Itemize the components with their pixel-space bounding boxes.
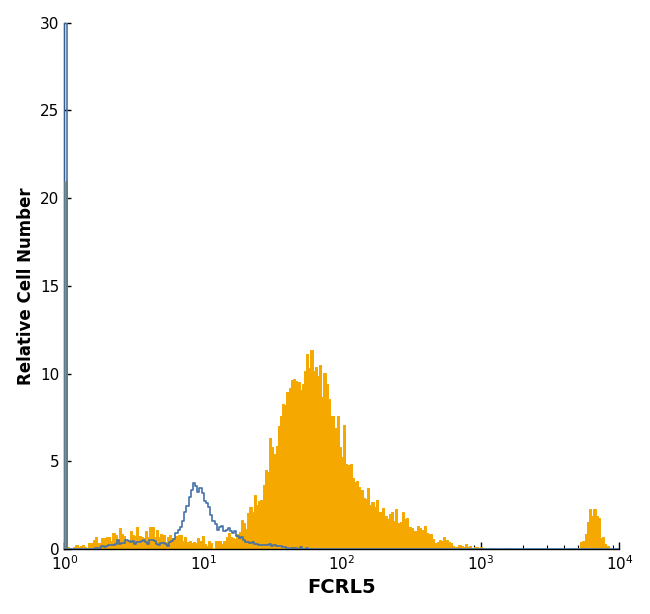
Y-axis label: Relative Cell Number: Relative Cell Number (17, 187, 34, 385)
X-axis label: FCRL5: FCRL5 (307, 578, 376, 597)
